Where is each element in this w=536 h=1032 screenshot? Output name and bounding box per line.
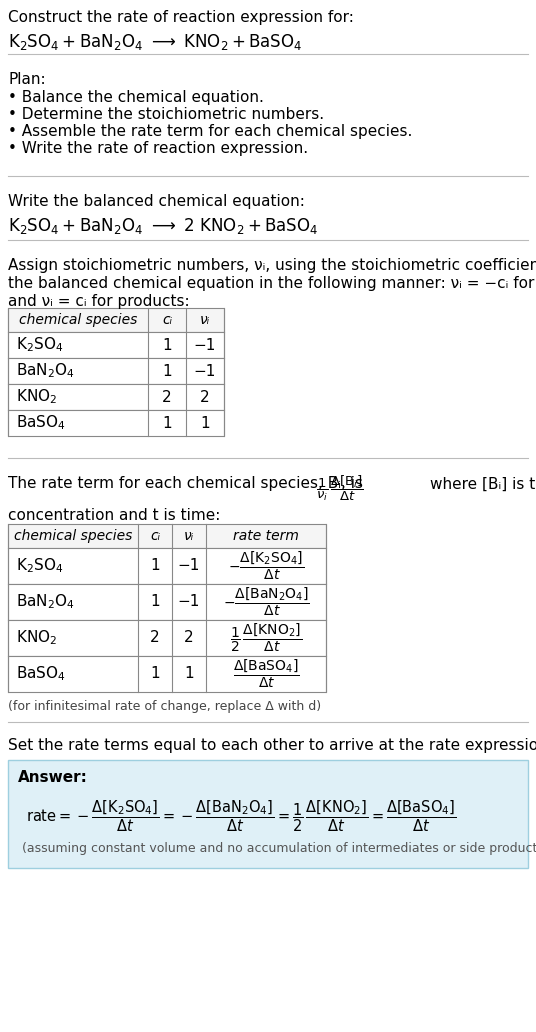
Bar [8, 384, 224, 410]
Text: 1: 1 [162, 416, 172, 430]
Text: −1: −1 [194, 363, 216, 379]
Text: $\mathrm{KNO_2}$: $\mathrm{KNO_2}$ [16, 388, 57, 407]
Text: $\mathrm{BaN_2O_4}$: $\mathrm{BaN_2O_4}$ [16, 592, 75, 611]
Text: 2: 2 [162, 389, 172, 405]
Bar [8, 760, 528, 868]
Text: Construct the rate of reaction expression for:: Construct the rate of reaction expressio… [8, 10, 354, 25]
Text: $\mathrm{BaSO_4}$: $\mathrm{BaSO_4}$ [16, 665, 66, 683]
Bar [8, 548, 326, 584]
Text: and νᵢ = cᵢ for products:: and νᵢ = cᵢ for products: [8, 294, 190, 309]
Text: 2: 2 [184, 631, 194, 645]
Text: −1: −1 [194, 337, 216, 353]
Text: $\dfrac{1}{\nu_i}\,\dfrac{\Delta[\mathrm{B}_i]}{\Delta t}$: $\dfrac{1}{\nu_i}\,\dfrac{\Delta[\mathrm… [316, 474, 363, 504]
Text: $\mathrm{BaSO_4}$: $\mathrm{BaSO_4}$ [16, 414, 66, 432]
Text: −1: −1 [178, 594, 200, 610]
Text: $-\dfrac{\Delta[\mathrm{K_2SO_4}]}{\Delta t}$: $-\dfrac{\Delta[\mathrm{K_2SO_4}]}{\Delt… [228, 550, 304, 582]
Text: chemical species: chemical species [14, 529, 132, 543]
Text: $\mathrm{K_2SO_4 + BaN_2O_4\ {\longrightarrow}\ KNO_2 + BaSO_4}$: $\mathrm{K_2SO_4 + BaN_2O_4\ {\longright… [8, 32, 302, 52]
Text: 1: 1 [150, 558, 160, 574]
Text: $\mathrm{K_2SO_4 + BaN_2O_4\ {\longrightarrow}\ 2\ KNO_2 + BaSO_4}$: $\mathrm{K_2SO_4 + BaN_2O_4\ {\longright… [8, 216, 318, 236]
Bar [8, 524, 326, 548]
Text: νᵢ: νᵢ [200, 313, 210, 327]
Text: • Assemble the rate term for each chemical species.: • Assemble the rate term for each chemic… [8, 124, 412, 139]
Text: Assign stoichiometric numbers, νᵢ, using the stoichiometric coefficients, cᵢ, fr: Assign stoichiometric numbers, νᵢ, using… [8, 258, 536, 273]
Text: νᵢ: νᵢ [184, 529, 194, 543]
Text: cᵢ: cᵢ [162, 313, 172, 327]
Text: (assuming constant volume and no accumulation of intermediates or side products): (assuming constant volume and no accumul… [22, 842, 536, 854]
Text: where [Bᵢ] is the amount: where [Bᵢ] is the amount [430, 477, 536, 492]
Text: 2: 2 [150, 631, 160, 645]
Bar [8, 308, 224, 332]
Text: Plan:: Plan: [8, 72, 46, 87]
Text: chemical species: chemical species [19, 313, 137, 327]
Text: cᵢ: cᵢ [150, 529, 160, 543]
Text: $\dfrac{\Delta[\mathrm{BaSO_4}]}{\Delta t}$: $\dfrac{\Delta[\mathrm{BaSO_4}]}{\Delta … [233, 657, 300, 690]
Text: 2: 2 [200, 389, 210, 405]
Text: $\mathrm{KNO_2}$: $\mathrm{KNO_2}$ [16, 628, 57, 647]
Text: • Determine the stoichiometric numbers.: • Determine the stoichiometric numbers. [8, 107, 324, 122]
Bar [8, 656, 326, 692]
Text: the balanced chemical equation in the following manner: νᵢ = −cᵢ for reactants: the balanced chemical equation in the fo… [8, 276, 536, 291]
Text: The rate term for each chemical species, Bᵢ, is: The rate term for each chemical species,… [8, 476, 363, 491]
Text: • Write the rate of reaction expression.: • Write the rate of reaction expression. [8, 141, 308, 156]
Bar [8, 332, 224, 358]
Text: 1: 1 [150, 594, 160, 610]
Text: 1: 1 [200, 416, 210, 430]
Text: concentration and t is time:: concentration and t is time: [8, 508, 220, 523]
Text: 1: 1 [162, 337, 172, 353]
Text: (for infinitesimal rate of change, replace Δ with d): (for infinitesimal rate of change, repla… [8, 700, 321, 713]
Bar [8, 584, 326, 620]
Text: $\dfrac{1}{2}\,\dfrac{\Delta[\mathrm{KNO_2}]}{\Delta t}$: $\dfrac{1}{2}\,\dfrac{\Delta[\mathrm{KNO… [230, 622, 302, 654]
Text: 1: 1 [150, 667, 160, 681]
Text: 1: 1 [162, 363, 172, 379]
Text: $\mathrm{K_2SO_4}$: $\mathrm{K_2SO_4}$ [16, 335, 63, 354]
Text: Write the balanced chemical equation:: Write the balanced chemical equation: [8, 194, 305, 209]
Bar [8, 410, 224, 436]
Text: $-\dfrac{\Delta[\mathrm{BaN_2O_4}]}{\Delta t}$: $-\dfrac{\Delta[\mathrm{BaN_2O_4}]}{\Del… [222, 586, 309, 618]
Text: • Balance the chemical equation.: • Balance the chemical equation. [8, 90, 264, 105]
Text: Set the rate terms equal to each other to arrive at the rate expression:: Set the rate terms equal to each other t… [8, 738, 536, 753]
Bar [8, 358, 224, 384]
Text: 1: 1 [184, 667, 194, 681]
Bar [8, 620, 326, 656]
Text: rate term: rate term [233, 529, 299, 543]
Text: $\mathrm{rate} = -\dfrac{\Delta[\mathrm{K_2SO_4}]}{\Delta t} = -\dfrac{\Delta[\m: $\mathrm{rate} = -\dfrac{\Delta[\mathrm{… [26, 798, 457, 834]
Text: $\mathrm{BaN_2O_4}$: $\mathrm{BaN_2O_4}$ [16, 361, 75, 381]
Text: $\mathrm{K_2SO_4}$: $\mathrm{K_2SO_4}$ [16, 556, 63, 576]
Text: −1: −1 [178, 558, 200, 574]
Text: Answer:: Answer: [18, 770, 88, 785]
